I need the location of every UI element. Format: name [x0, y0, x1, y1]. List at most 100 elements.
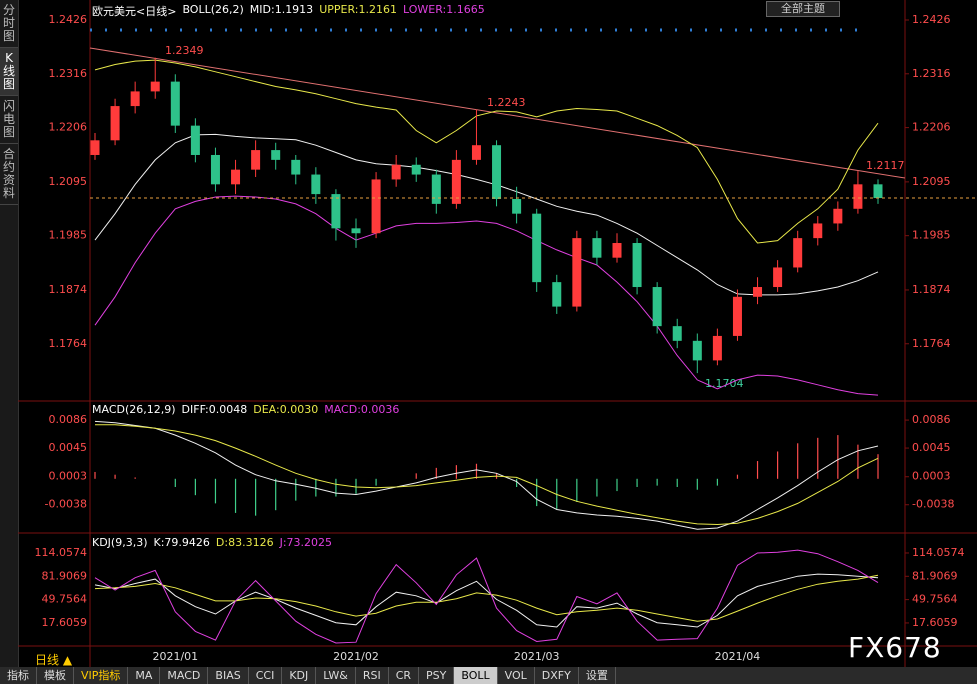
sidebar-tab[interactable]: 分时图 [0, 0, 18, 48]
y-tick-label: 0.0086 [49, 413, 88, 426]
indicator-line [94, 574, 879, 622]
chart-header: KDJ(9,3,3) K:79.9426 D:83.3126 J:73.2025 [92, 536, 332, 549]
indicator-tab[interactable]: CR [389, 667, 420, 684]
candle-body [170, 81, 180, 126]
y-tick-label: 1.2426 [912, 13, 951, 26]
indicator-line [94, 420, 879, 530]
candle-body [813, 223, 823, 239]
header-item: MID:1.1913 [249, 3, 314, 16]
candle-body [712, 335, 722, 361]
candle-body [532, 213, 542, 283]
x-tick-label: 2021/04 [715, 650, 761, 663]
indicator-tab[interactable]: DXFY [535, 667, 579, 684]
period-selector[interactable]: 日线 ▲ [35, 653, 73, 667]
annotation: 1.2117 [866, 159, 905, 172]
annotation: 1.2243 [487, 96, 526, 109]
candle-body [612, 243, 622, 258]
y-tick-label: 1.2095 [49, 175, 88, 188]
indicator-tab[interactable]: CCI [249, 667, 283, 684]
candle-body [833, 208, 843, 224]
y-tick-label: 114.0574 [912, 546, 965, 559]
header-item: 欧元美元<日线> [92, 5, 177, 18]
indicator-line [94, 59, 879, 244]
candle-body [271, 150, 281, 160]
indicator-tab[interactable]: 指标 [0, 667, 37, 684]
chart-header: 欧元美元<日线> BOLL(26,2) MID:1.1913 UPPER:1.2161… [92, 3, 485, 19]
candle-body [251, 150, 261, 170]
watermark: FX678 [848, 631, 942, 664]
header-item: KDJ(9,3,3) [92, 536, 148, 549]
sidebar-tab[interactable]: 闪电图 [0, 96, 18, 144]
candle-body [753, 287, 763, 297]
y-tick-label: 1.2206 [49, 121, 88, 134]
candle-body [130, 91, 140, 107]
header-item: J:73.2025 [279, 536, 333, 549]
x-tick-label: 2021/02 [333, 650, 379, 663]
indicator-tab[interactable]: 模板 [37, 667, 74, 684]
y-tick-label: 1.1764 [912, 337, 951, 350]
y-tick-label: 17.6059 [42, 616, 88, 629]
indicator-tab[interactable]: LW& [316, 667, 356, 684]
candle-body [231, 169, 241, 185]
candle-body [190, 125, 200, 155]
annotation: 1.2349 [165, 44, 204, 57]
indicator-line [94, 549, 879, 644]
y-tick-label: 1.1764 [49, 337, 88, 350]
indicator-tab[interactable]: VIP指标 [74, 667, 129, 684]
indicator-tab[interactable]: VOL [498, 667, 535, 684]
header-item: DIFF:0.0048 [181, 403, 248, 416]
sidebar-tab[interactable]: 合约资料 [0, 144, 18, 205]
indicator-line [95, 424, 879, 526]
sidebar-tab[interactable]: K线图 [0, 48, 18, 96]
indicator-tab[interactable]: BOLL [454, 667, 498, 684]
candle-body [672, 326, 682, 341]
x-tick-label: 2021/03 [514, 650, 560, 663]
candle-body [150, 81, 160, 92]
candle-body [793, 238, 803, 268]
y-tick-label: 81.9069 [912, 569, 958, 582]
y-tick-label: 1.2316 [912, 67, 951, 80]
theme-button[interactable]: 全部主题 [766, 1, 840, 17]
candle-body [471, 145, 481, 160]
header-item: LOWER:1.1665 [402, 3, 485, 16]
indicator-tab[interactable]: BIAS [208, 667, 249, 684]
header-item: MACD(26,12,9) [92, 403, 176, 416]
candle-body [291, 159, 301, 175]
candle-body [311, 174, 321, 195]
candle-body [773, 267, 783, 288]
y-tick-label: -0.0038 [912, 498, 954, 511]
y-tick-label: 49.7564 [42, 593, 88, 606]
indicator-tab[interactable]: KDJ [282, 667, 317, 684]
candle-body [853, 184, 863, 209]
y-tick-label: 1.1985 [49, 229, 88, 242]
y-tick-label: 0.0003 [49, 470, 88, 483]
trend-line [89, 47, 906, 179]
indicator-tab[interactable]: 设置 [579, 667, 616, 684]
y-tick-label: 0.0045 [49, 441, 88, 454]
y-tick-label: 0.0086 [912, 413, 951, 426]
indicator-tab[interactable]: MACD [160, 667, 209, 684]
candle-body [371, 179, 381, 234]
candle-body [431, 174, 441, 204]
candle-body [512, 198, 522, 214]
candle-body [572, 238, 582, 307]
x-tick-label: 2021/01 [152, 650, 198, 663]
indicator-tab[interactable]: PSY [419, 667, 455, 684]
y-tick-label: 0.0045 [912, 441, 951, 454]
header-item: D:83.3126 [215, 536, 274, 549]
indicator-tabs: 指标 模板 VIP指标 MA MACD BIAS CCI KDJ LW& RSI CR PSY BOLL… [0, 667, 977, 684]
sidebar: 分时图 K线图 闪电图 合约资料 [0, 0, 19, 668]
indicator-tab[interactable]: RSI [356, 667, 389, 684]
chart-header: MACD(26,12,9) DIFF:0.0048 DEA:0.0030 MACD:0… [92, 403, 399, 416]
candle-body [873, 184, 883, 199]
header-item: K:79.9426 [153, 536, 210, 549]
y-tick-label: 114.0574 [35, 546, 88, 559]
y-tick-label: 1.2206 [912, 121, 951, 134]
candle-body [451, 159, 461, 204]
y-tick-label: 1.2426 [49, 13, 88, 26]
candle-body [692, 340, 702, 361]
indicator-tab[interactable]: MA [128, 667, 161, 684]
candle-body [732, 296, 742, 336]
candle-body [210, 154, 220, 185]
y-tick-label: -0.0038 [45, 498, 87, 511]
